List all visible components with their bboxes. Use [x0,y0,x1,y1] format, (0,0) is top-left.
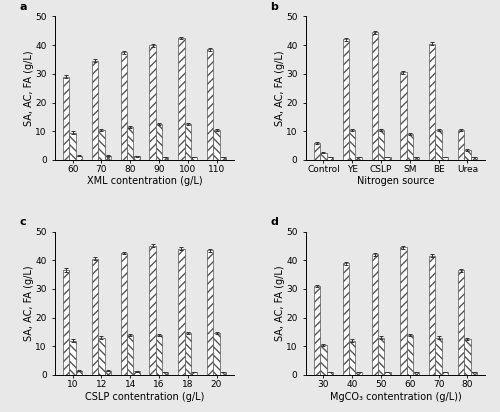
Bar [150,45,156,160]
Text: b: b [270,2,278,12]
Bar [63,270,70,375]
Bar [178,38,184,160]
X-axis label: CSLP contentration (g/L): CSLP contentration (g/L) [85,391,204,402]
Bar [120,253,127,375]
Bar [127,127,134,160]
Y-axis label: SA, AC, FA (g/L): SA, AC, FA (g/L) [274,265,284,341]
Bar [220,372,226,375]
Bar [134,157,140,160]
Bar [458,270,464,375]
X-axis label: Nitrogen source: Nitrogen source [356,176,434,187]
Bar [207,250,214,375]
Bar [184,333,191,375]
Bar [127,335,134,375]
Bar [98,130,104,160]
Bar [429,44,436,160]
Bar [406,134,413,160]
Bar [429,256,436,375]
Y-axis label: SA, AC, FA (g/L): SA, AC, FA (g/L) [24,50,34,126]
Bar [178,249,184,375]
X-axis label: XML contentration (g/L): XML contentration (g/L) [87,176,202,187]
Text: d: d [270,217,278,227]
Bar [436,130,442,160]
Bar [464,339,470,375]
Bar [214,130,220,160]
Bar [470,157,477,160]
Bar [220,157,226,160]
Bar [162,372,168,375]
Bar [442,372,448,375]
Bar [92,259,98,375]
Bar [356,372,362,375]
Bar [372,255,378,375]
Bar [104,156,111,160]
Bar [343,263,349,375]
Bar [156,335,162,375]
Bar [76,156,82,160]
Bar [120,52,127,160]
Bar [134,372,140,375]
Bar [343,40,349,160]
Bar [400,73,406,160]
Bar [464,150,470,160]
Y-axis label: SA, AC, FA (g/L): SA, AC, FA (g/L) [24,265,34,341]
Bar [191,372,197,375]
Y-axis label: SA, AC, FA (g/L): SA, AC, FA (g/L) [274,50,284,126]
Bar [458,130,464,160]
Bar [442,157,448,160]
Bar [70,133,76,160]
Bar [436,338,442,375]
Bar [356,157,362,160]
Bar [406,335,413,375]
Bar [76,371,82,375]
Bar [349,130,356,160]
Bar [191,157,197,160]
Bar [400,247,406,375]
Bar [156,124,162,160]
Bar [384,372,390,375]
Bar [372,32,378,160]
X-axis label: MgCO₃ contentration (g/L)): MgCO₃ contentration (g/L)) [330,391,462,402]
Bar [314,143,320,160]
Bar [184,124,191,160]
Bar [470,372,477,375]
Bar [70,340,76,375]
Bar [378,130,384,160]
Bar [207,49,214,160]
Bar [349,340,356,375]
Bar [384,157,390,160]
Bar [92,61,98,160]
Bar [413,157,420,160]
Bar [214,333,220,375]
Bar [162,157,168,160]
Bar [320,345,326,375]
Bar [150,246,156,375]
Bar [378,338,384,375]
Bar [320,153,326,160]
Text: a: a [19,2,26,12]
Bar [104,371,111,375]
Text: c: c [19,217,26,227]
Bar [326,157,333,160]
Bar [314,286,320,375]
Bar [326,372,333,375]
Bar [98,338,104,375]
Bar [63,77,70,160]
Bar [413,372,420,375]
